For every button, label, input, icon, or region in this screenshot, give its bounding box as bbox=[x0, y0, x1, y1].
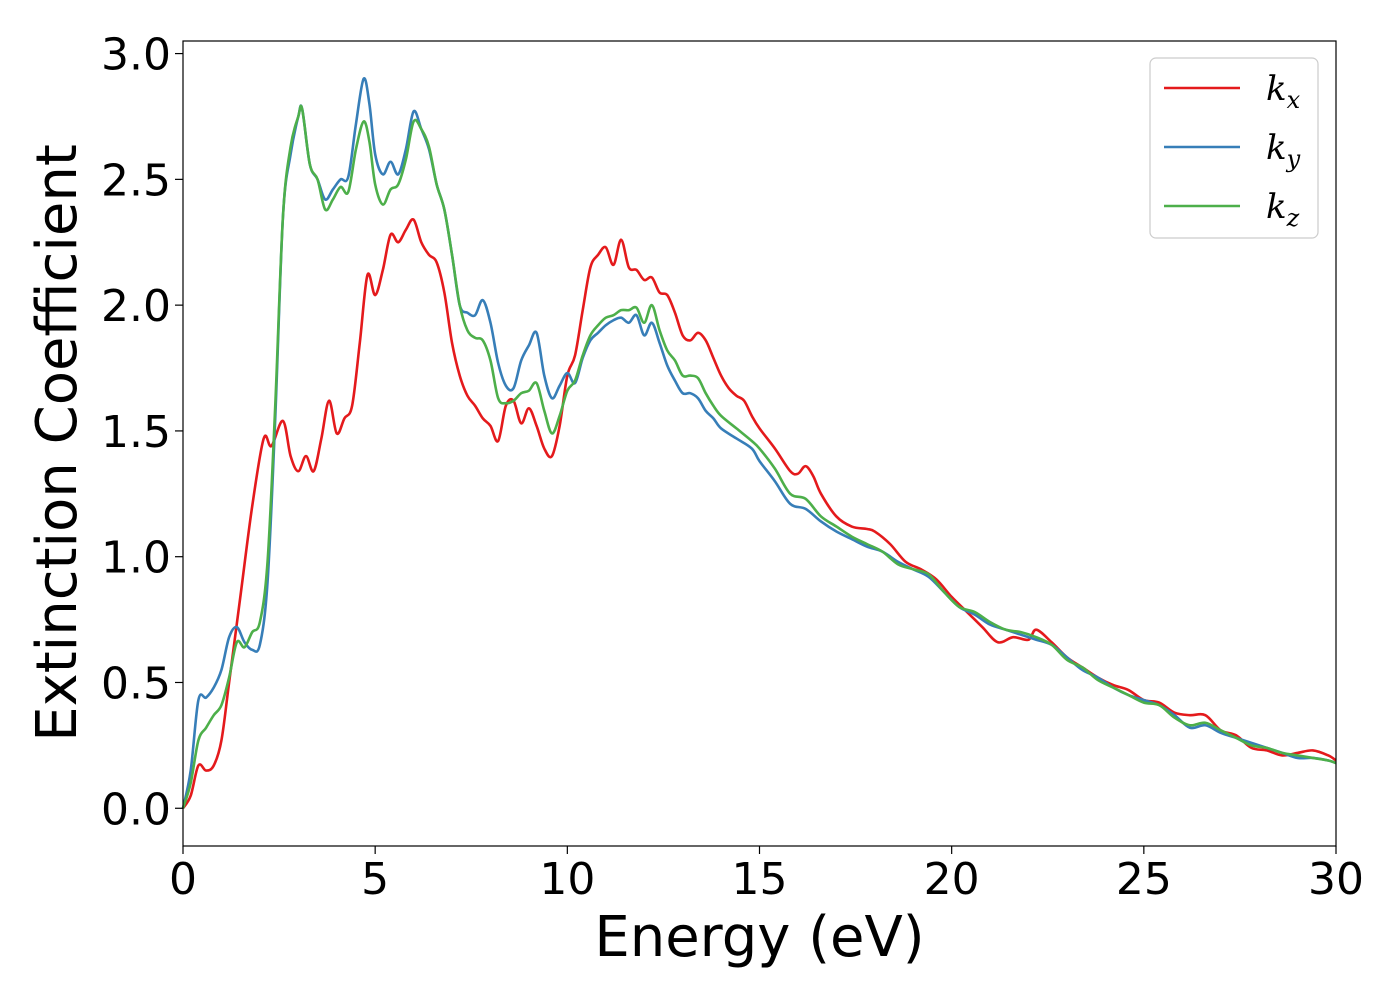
y-tick-label: 3.0 bbox=[101, 30, 171, 81]
y-tick-label: 0.5 bbox=[101, 658, 171, 709]
y-tick-label: 1.5 bbox=[101, 407, 171, 458]
x-tick-label: 5 bbox=[361, 854, 389, 905]
x-tick-label: 0 bbox=[169, 854, 197, 905]
x-tick-label: 20 bbox=[924, 854, 980, 905]
y-tick-label: 1.0 bbox=[101, 533, 171, 584]
legend-label-kz: kz bbox=[1266, 187, 1300, 232]
y-axis: 0.0 0.5 1.0 1.5 2.0 2.5 3.0 bbox=[101, 30, 183, 835]
y-tick-label: 0.0 bbox=[101, 784, 171, 835]
y-tick-label: 2.5 bbox=[101, 155, 171, 206]
x-tick-label: 25 bbox=[1116, 854, 1172, 905]
series-line-kx bbox=[181, 217, 1337, 810]
x-tick-label: 15 bbox=[732, 854, 788, 905]
x-tick-label: 30 bbox=[1308, 854, 1364, 905]
legend-label-ky: ky bbox=[1266, 128, 1301, 173]
legend: kx ky kz bbox=[1149, 57, 1319, 239]
plot-lines bbox=[181, 77, 1337, 810]
y-tick-label: 2.0 bbox=[101, 281, 171, 332]
series-line-kz bbox=[181, 104, 1337, 809]
x-axis: 0 5 10 15 20 25 30 bbox=[169, 846, 1364, 905]
x-axis-title: Energy (eV) bbox=[594, 905, 924, 970]
x-tick-label: 10 bbox=[539, 854, 595, 905]
y-axis-title: Extinction Coefficient bbox=[25, 144, 90, 742]
legend-label-kx: kx bbox=[1266, 69, 1301, 114]
